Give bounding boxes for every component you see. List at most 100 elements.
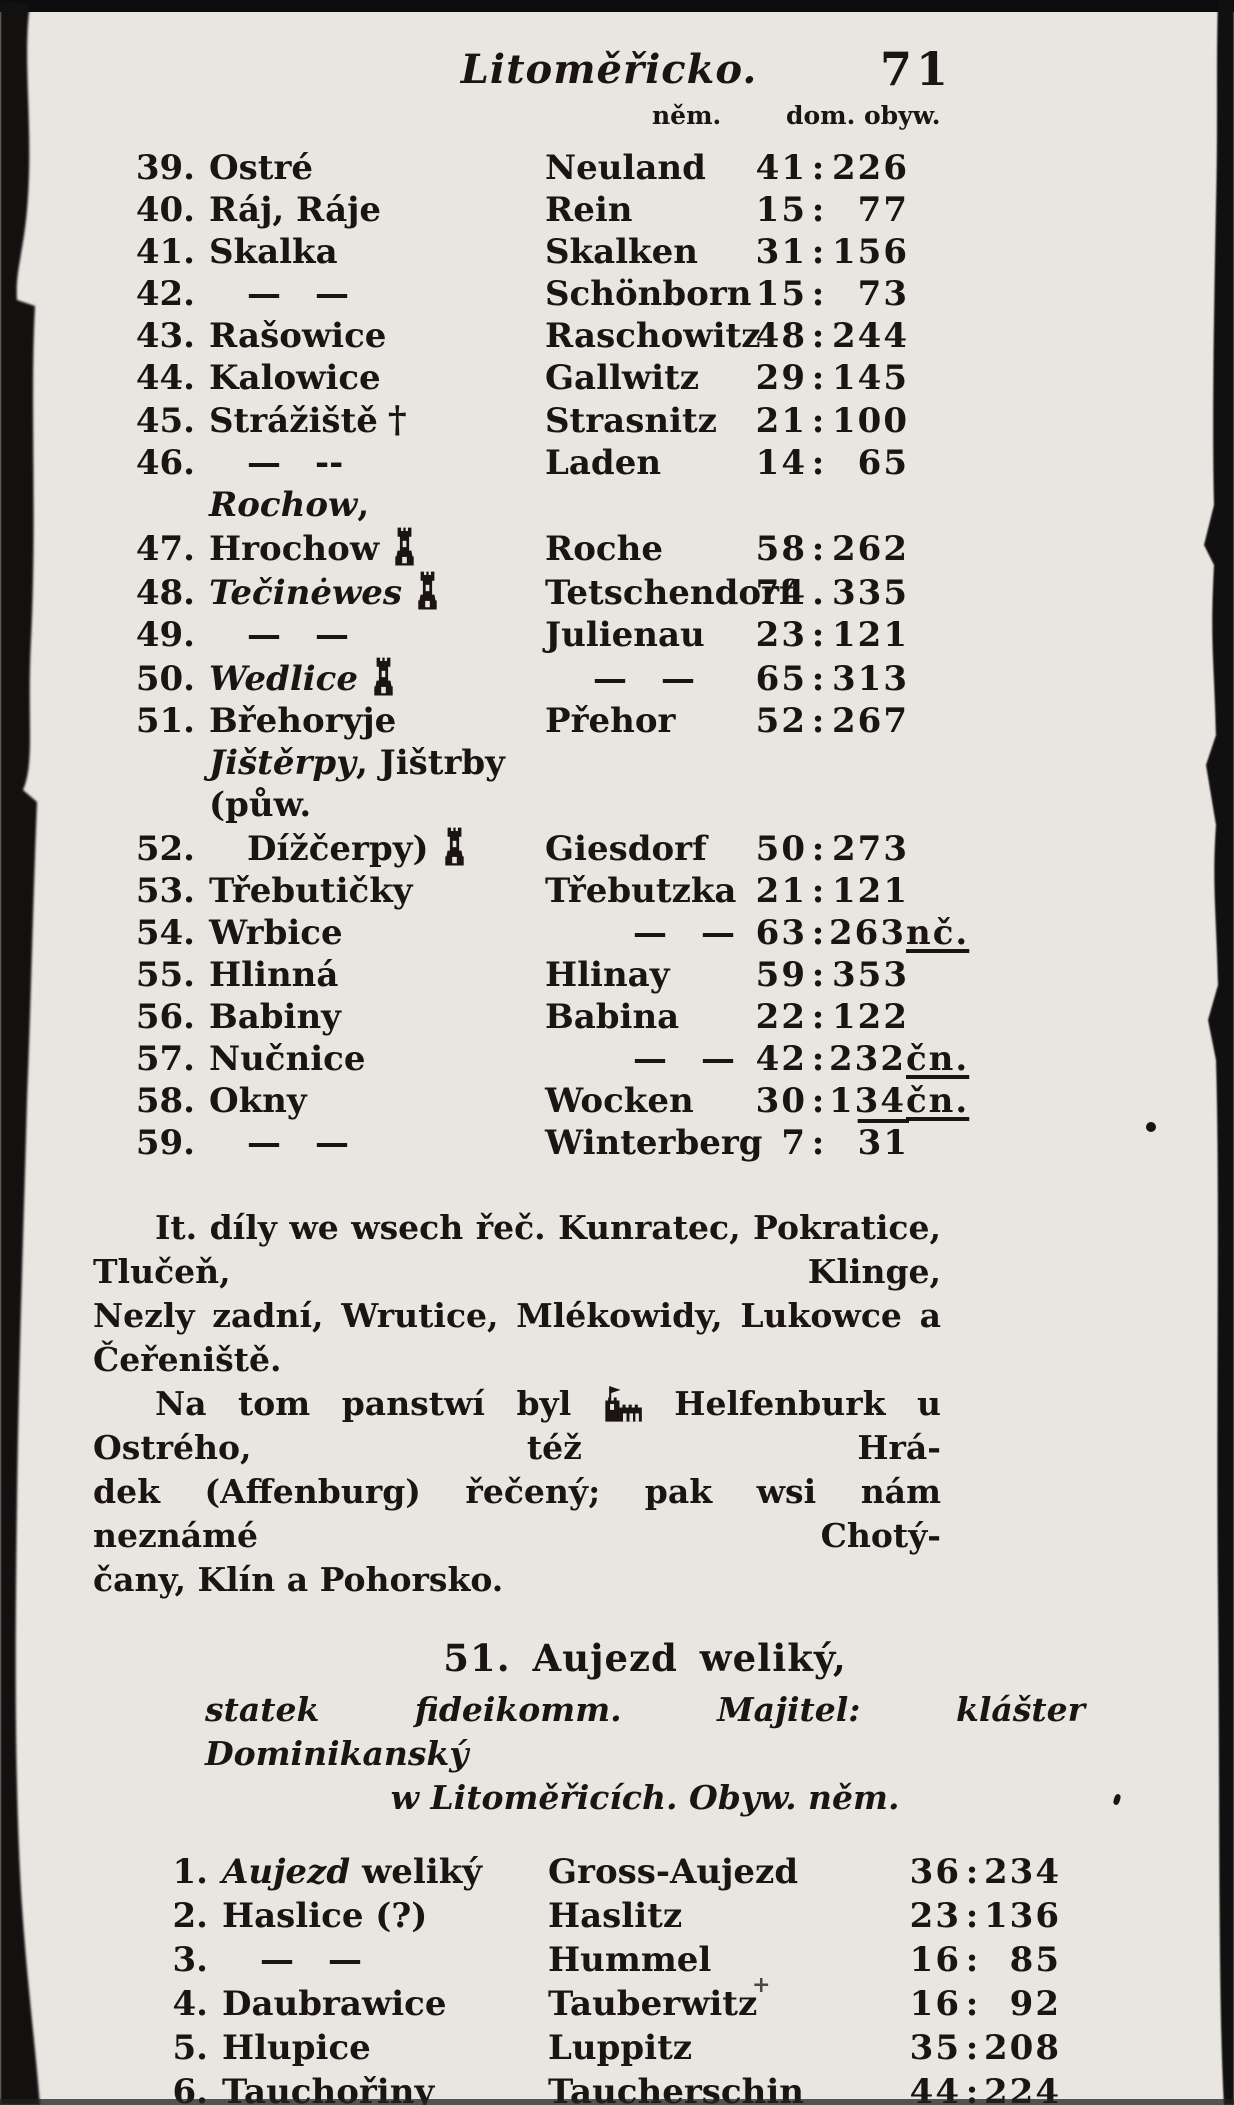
- row-number: 52.: [135, 829, 195, 869]
- czech-name: Wedlice†: [195, 656, 545, 700]
- houses-count: 42: [755, 1039, 807, 1079]
- population-count: 31: [857, 1123, 909, 1163]
- czech-name: Okny†: [209, 1081, 307, 1121]
- scan-edge-left: [0, 0, 40, 2105]
- german-name: Neuland: [545, 148, 706, 188]
- czech-name: Aujezd weliký: [222, 1852, 483, 1892]
- czech-name: Babiny†: [209, 997, 341, 1037]
- paragraph-line: Nezly zadní, Wrutice, Mlékowidy, Lukowce…: [93, 1296, 941, 1379]
- table-row: 53. Třebutičky† Třebutzka 21 : 121: [135, 870, 1234, 912]
- row-number: 1.: [172, 1852, 209, 1892]
- houses-count: 50: [755, 829, 807, 869]
- table-row: 58. Okny† Wocken 30 : 134čn.: [135, 1080, 1234, 1122]
- german-name: Skalken: [545, 232, 698, 272]
- row-number: 55.: [135, 955, 195, 995]
- czech-name: Strážiště †: [209, 399, 407, 441]
- note-paragraphs: It. díly we wsech řeč. Kunratec, Pokrati…: [93, 1206, 941, 1602]
- ratio-separator: :: [811, 659, 825, 699]
- houses-count: 14: [755, 443, 807, 483]
- population-count: 226: [832, 148, 909, 188]
- table-row: 56. Babiny† Babina 22 : 122: [135, 996, 1234, 1038]
- population-count: 232čn.: [829, 1039, 970, 1079]
- german-name: Raschowitz: [545, 316, 761, 356]
- czech-name: Haslice (?): [222, 1896, 428, 1936]
- german-name: Tetschendorf: [545, 573, 794, 613]
- row-number: 54.: [135, 913, 195, 953]
- row-number: 4.: [172, 1984, 209, 2024]
- houses-count: 29: [755, 358, 807, 398]
- population-count: 92: [1009, 1984, 1061, 2024]
- german-name: Strasnitz: [545, 401, 717, 441]
- row-number: 42.: [135, 274, 195, 314]
- population-count: 234: [984, 1852, 1061, 1892]
- row-number: 51.: [135, 701, 195, 741]
- houses-count: 74: [755, 573, 807, 613]
- ratio-separator: :: [811, 615, 825, 655]
- ratio-separator: :: [811, 871, 825, 911]
- houses-count: 48: [755, 316, 807, 356]
- population-count: 353: [832, 955, 909, 995]
- german-name: — —: [633, 913, 735, 953]
- table-row: 2. Haslice (?) Haslitz 23 : 136: [160, 1894, 1234, 1938]
- row-number: 43.: [135, 316, 195, 356]
- czech-name: Ostré†: [209, 148, 314, 188]
- german-name: Gallwitz: [545, 358, 700, 398]
- column-header-houses: dom.: [786, 101, 856, 130]
- section-subtitle: statek fideikomm. Majitel: klášter Domin…: [205, 1690, 1085, 1817]
- houses-count: 63: [755, 913, 807, 953]
- population-count: 145: [832, 358, 909, 398]
- ratio-separator: :: [811, 1081, 825, 1121]
- houses-count: 23: [755, 615, 807, 655]
- table-row: 42. — —† Schönborn 15 : 73: [135, 273, 1234, 315]
- row-number: 40.: [135, 190, 195, 230]
- german-name: — —: [593, 659, 695, 699]
- row-number: 46.: [135, 443, 195, 483]
- ratio-separator: :: [811, 955, 825, 995]
- population-count: 262: [832, 529, 909, 569]
- population-count: 208: [984, 2028, 1061, 2068]
- houses-count: 22: [755, 997, 807, 1037]
- german-name: Tauberwitz: [548, 1984, 758, 2024]
- houses-count: 30: [755, 1081, 807, 1121]
- table-row: 4. Daubrawice Tauberwitz 16 : 92: [160, 1982, 1234, 2026]
- row-number: 3.: [172, 1940, 209, 1980]
- ratio-separator: :: [965, 1940, 979, 1980]
- ratio-separator: :: [965, 1984, 979, 2024]
- population-count: 267: [832, 701, 909, 741]
- scan-speck: +: [752, 1972, 771, 1998]
- german-name: Třebutzka: [545, 871, 737, 911]
- czech-name: Daubrawice: [222, 1984, 447, 2024]
- population-count: 313: [832, 659, 909, 699]
- table-row: 1. Aujezd weliký Gross-Aujezd 36 : 234: [160, 1850, 1234, 1894]
- row-number: 56.: [135, 997, 195, 1037]
- table-row: 52. Jištěrpy, Jištrby (půw.† Dížčerpy) G…: [135, 742, 1234, 870]
- czech-name: Nučnice†: [209, 1039, 366, 1079]
- column-header-population: obyw.: [864, 101, 941, 130]
- scan-edge-right: [1204, 0, 1234, 2105]
- czech-name: — —†: [247, 615, 349, 655]
- german-name: Wocken: [545, 1081, 694, 1121]
- houses-count: 21: [755, 871, 807, 911]
- czech-name: — --†: [247, 443, 344, 483]
- german-name: — —: [633, 1039, 735, 1079]
- section-heading: 51. Aujezd weliký,: [443, 1636, 847, 1680]
- czech-name: Rochow, Hrochow†: [195, 484, 545, 570]
- row-number: 50.: [135, 659, 195, 699]
- houses-count: 7: [781, 1123, 807, 1163]
- row-number: 44.: [135, 358, 195, 398]
- houses-count: 16: [909, 1940, 961, 1980]
- population-suffix: nč.: [905, 913, 970, 953]
- row-number: 57.: [135, 1039, 195, 1079]
- table-row: 55. Hlinná† Hlinay 59 : 353: [135, 954, 1234, 996]
- population-count: 73: [857, 274, 909, 314]
- german-name: Luppitz: [548, 2028, 693, 2068]
- settlements-table: 39. Ostré† Neuland 41 : 226 40. Ráj, Ráj…: [135, 147, 1234, 1164]
- ratio-separator: :: [811, 358, 825, 398]
- ratio-separator: :: [811, 401, 825, 441]
- ratio-separator: :: [965, 1852, 979, 1892]
- czech-name: Ráj, Ráje†: [209, 190, 382, 230]
- czech-name: Wrbice†: [209, 913, 343, 953]
- tower-icon: [395, 527, 414, 566]
- row-number: 45.: [135, 401, 195, 441]
- population-suffix: čn.: [905, 1081, 970, 1121]
